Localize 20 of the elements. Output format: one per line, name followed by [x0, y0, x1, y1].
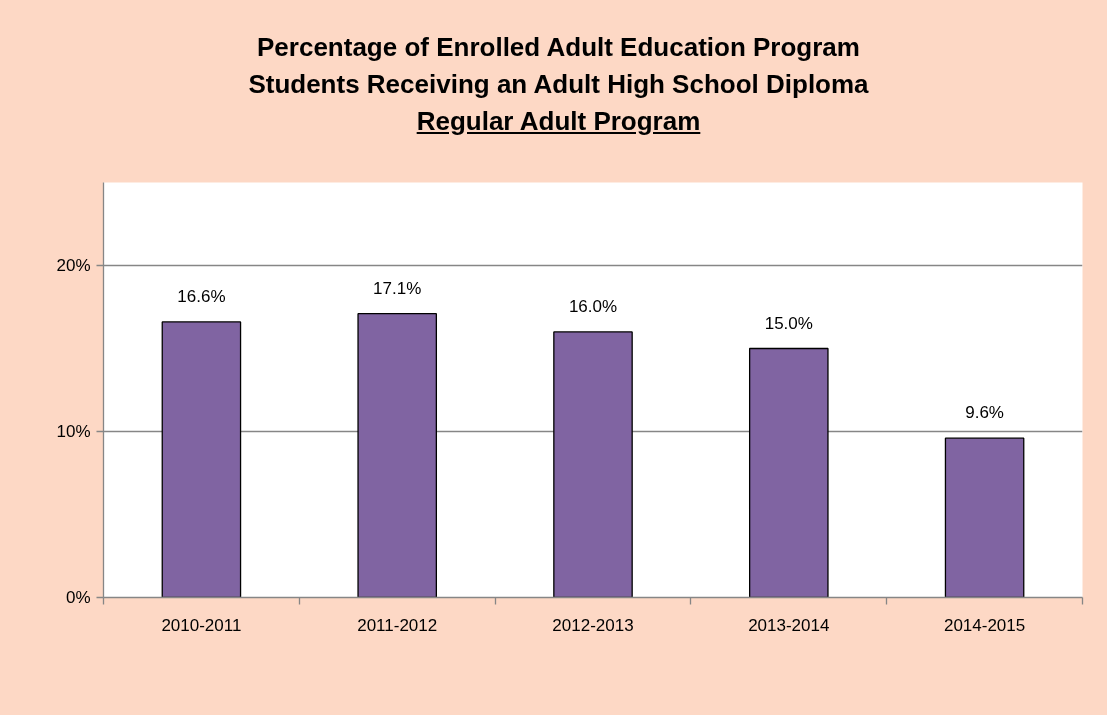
bar: [748, 347, 829, 598]
data-label: 17.1%: [373, 278, 422, 298]
bar: [944, 437, 1025, 598]
bar: [161, 321, 242, 598]
data-label: 9.6%: [965, 403, 1004, 423]
bar: [553, 331, 633, 598]
x-tick-label: 2012-2013: [552, 615, 634, 635]
y-tick-label: 10%: [56, 422, 91, 441]
x-tick-label: 2011-2012: [357, 615, 438, 635]
x-tick-label: 2010-2011: [161, 615, 242, 635]
data-label: 15.0%: [764, 313, 813, 333]
data-label: 16.0%: [568, 296, 618, 316]
chart-subtitle: Regular Adult Program: [416, 106, 701, 136]
data-label: 16.6%: [177, 286, 226, 306]
x-tick-label: 2013-2014: [748, 615, 830, 635]
chart-title: Percentage of Enrolled Adult Education Program Students Receiving an Adult High School Diploma: [248, 32, 869, 99]
y-tick-label: 0%: [65, 588, 91, 607]
y-tick-label: 20%: [56, 256, 91, 275]
x-tick-label: 2014-2015: [943, 615, 1026, 635]
bar: [357, 312, 438, 598]
